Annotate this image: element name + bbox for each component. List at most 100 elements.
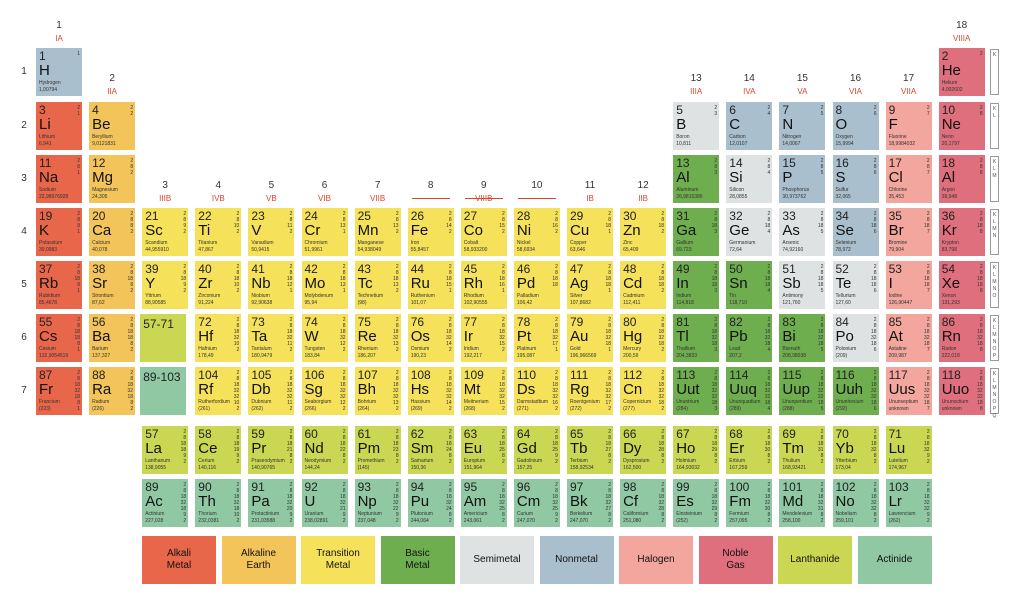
atomic-mass: 6,941	[39, 141, 52, 147]
atomic-mass: 9,0121831	[92, 141, 116, 147]
element-name: Sodium	[39, 187, 56, 193]
group-bracket-line	[464, 198, 503, 199]
electron-shells: 2 8 18 24 8 2	[446, 429, 452, 465]
element-name: Gadolinium	[516, 458, 543, 464]
atomic-number: 109	[463, 368, 484, 382]
element-name: Magnesium	[92, 187, 118, 193]
element-symbol: Sg	[304, 381, 323, 398]
electron-shells: 2 8 18 18 4	[764, 264, 771, 294]
element-name: Promethium	[357, 458, 385, 464]
atomic-number: 105	[251, 368, 272, 382]
element-symbol: Db	[251, 381, 271, 398]
element-fr: 87 Fr Francium (223) 2 8 18 32 18 8 1	[36, 367, 82, 415]
electron-shells: 2 8 18 32 25 8 2	[499, 482, 505, 524]
element-ta: 73 Ta Tantalum 180,9479 2 8 18 32 11 2	[248, 314, 295, 362]
element-symbol: Pu	[410, 493, 430, 510]
element-symbol: Al	[941, 169, 956, 186]
atomic-mass: 168,93421	[782, 465, 807, 471]
element-symbol: Hf	[198, 328, 214, 345]
element-symbol: I	[888, 275, 893, 292]
element-p: 15 P Phosphorus 30,973762 2 8 5	[779, 155, 826, 203]
electron-shells: 2 8 18 32 32 11 2	[286, 370, 293, 412]
electron-shells: 2 8 18 5	[817, 211, 824, 235]
atomic-number: 37	[39, 262, 53, 276]
element-uus: 117 Uus Ununseptium unknown 2 8 18 32 32 18 7	[885, 367, 932, 415]
atomic-number: 7	[782, 103, 790, 117]
electron-shells: 2 8 18 32 27 8 2	[605, 482, 611, 524]
atomic-mass: 237,048	[357, 518, 376, 524]
element-symbol: As	[782, 222, 800, 239]
element-al: 13 Al Aluminum 26,9815386 2 8 3	[673, 155, 720, 203]
electron-shells: 2 8 18 1	[605, 211, 611, 235]
element-n: 7 N Nitrogen 14,0067 2 5	[779, 102, 826, 150]
atomic-number: 73	[251, 315, 265, 329]
atomic-mass: 227,028	[145, 518, 164, 524]
element-name: Thorium	[198, 511, 217, 517]
atomic-mass: 91,224	[198, 300, 214, 306]
element-name: Calcium	[92, 240, 111, 246]
element-symbol: Yb	[835, 440, 854, 457]
group-roman: IVA	[743, 87, 756, 96]
element-ti: 22 Ti Titanium 47,867 2 8 10 2	[195, 208, 242, 256]
atomic-number: 25	[357, 209, 371, 223]
element-name: Lanthanum	[145, 458, 171, 464]
element-rf: 104 Rf Rutherfordium (261) 2 8 18 32 32 10 2	[195, 367, 242, 415]
element-name: Hassium	[410, 399, 431, 405]
electron-shells: 2 8 18 32 32 9 2	[924, 482, 930, 524]
atomic-mass: (209)	[835, 353, 848, 359]
electron-shells: 2 8 18 21 8 2	[286, 429, 293, 465]
element-symbol: Uuo	[941, 381, 970, 398]
atomic-number: 72	[198, 315, 212, 329]
element-name: Thulium	[782, 458, 801, 464]
element-ne: 10 Ne Neon 20,1797 2 8	[938, 102, 985, 150]
element-symbol: Lu	[888, 440, 906, 457]
element-symbol: Pb	[729, 328, 748, 345]
atomic-number: 103	[888, 480, 909, 494]
electron-shells: 2 8 18 32 32 8 2	[870, 482, 877, 524]
electron-shells: 2 8 18 32 13 2	[393, 317, 399, 353]
element-symbol: Cd	[623, 275, 643, 292]
atomic-number: 42	[304, 262, 318, 276]
atomic-number: 45	[463, 262, 478, 276]
element-name: Zirconium	[198, 293, 221, 299]
atomic-mass: 167,259	[729, 465, 748, 471]
atomic-number: 85	[888, 315, 902, 329]
element-name: Meitnerium	[463, 399, 489, 405]
atomic-mass: 244,064	[410, 518, 429, 524]
element-name: Praseodymium	[251, 458, 285, 464]
atomic-number: 75	[357, 315, 371, 329]
element-name: Uranium	[304, 511, 324, 517]
element-uut: 113 Uut Ununtrium (284) 2 8 18 32 32 18 3	[673, 367, 720, 415]
group-number: 1	[56, 20, 62, 31]
element-name: Ununquadium	[729, 399, 761, 405]
atomic-mass: 183,84	[304, 353, 320, 359]
element-symbol: Pm	[357, 440, 381, 457]
atomic-mass: 92,90638	[251, 300, 273, 306]
element-ag: 47 Ag Silver 107,8682 2 8 18 18 1	[567, 261, 613, 309]
element-name: Astatine	[888, 346, 907, 352]
atomic-number: 91	[251, 480, 265, 494]
electron-shells: 2 8 18 13 1	[339, 264, 346, 294]
element-ru: 44 Ru Ruthenium 101,07 2 8 18 15 1	[407, 261, 454, 309]
element-name: Rutherfordium	[198, 399, 230, 405]
atomic-number: 107	[357, 368, 378, 382]
period-number: 3	[21, 173, 27, 184]
element-symbol: Os	[410, 328, 430, 345]
electron-shells: 2 8 18 31 8 2	[817, 429, 824, 465]
atomic-mass: 50,9415	[251, 247, 270, 253]
element-kr: 36 Kr Krypton 83,798 2 8 18 8	[938, 208, 985, 256]
atomic-mass: (292)	[835, 406, 848, 412]
element-symbol: Cf	[623, 493, 639, 510]
atomic-number: 92	[304, 480, 318, 494]
element-po: 84 Po Polonium (209) 2 8 18 32 18 6	[832, 314, 879, 362]
element-name: Gold	[570, 346, 581, 352]
electron-shells: 2 8 18 10 2	[233, 264, 240, 294]
electron-shells: 2 8 18 32 32 18 7	[924, 370, 930, 412]
electron-shells: 2 8 18 32 18 8 2	[127, 370, 134, 412]
